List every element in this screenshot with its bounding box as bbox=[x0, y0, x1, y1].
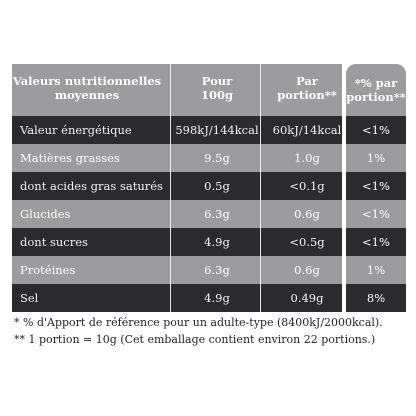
header-per-portion-line2: portion** bbox=[277, 88, 337, 102]
header-per-100g-line1: Pour bbox=[201, 74, 233, 88]
column-divider bbox=[260, 200, 261, 228]
table-row: Valeur énergétique 598kJ/144kcal 60kJ/14kc… bbox=[12, 116, 342, 144]
header-per-100g-line2: 100g bbox=[200, 88, 234, 102]
nutrient-name: Sel bbox=[20, 291, 39, 305]
nutrient-name: dont sucres bbox=[20, 235, 88, 249]
table-row: Protéines 6.3g 0.6g bbox=[12, 256, 342, 284]
value-per-portion: 0.6g bbox=[294, 263, 320, 277]
nutrient-name: dont acides gras saturés bbox=[20, 179, 163, 193]
value-per-100g: 4.9g bbox=[204, 235, 230, 249]
column-divider bbox=[170, 200, 171, 228]
table-row: Glucides 6.3g 0.6g bbox=[12, 200, 342, 228]
value-per-portion: 0.6g bbox=[294, 207, 320, 221]
footnote-portion-size: ** 1 portion = 10g (Cet emballage contie… bbox=[14, 333, 376, 346]
header-per-portion: Par portion** bbox=[264, 74, 350, 102]
value-per-portion: 60kJ/14kcal bbox=[272, 123, 342, 137]
column-divider bbox=[170, 228, 171, 256]
table-row: Sel 4.9g 0.49g bbox=[12, 284, 342, 312]
column-divider bbox=[260, 172, 261, 200]
column-divider bbox=[260, 144, 261, 172]
table-row: dont acides gras saturés 0.5g <0.1g bbox=[12, 172, 342, 200]
table-row: dont sucres 4.9g <0.5g bbox=[12, 228, 342, 256]
value-percentage: <1% bbox=[362, 207, 390, 221]
header-nutrient-line1: Valeurs nutritionnelles bbox=[12, 74, 162, 88]
column-divider bbox=[170, 144, 171, 172]
value-per-100g: 0.5g bbox=[204, 179, 230, 193]
table-row: Matières grasses 9.5g 1.0g bbox=[12, 144, 342, 172]
column-divider bbox=[170, 116, 171, 144]
value-per-100g: 9.5g bbox=[204, 151, 230, 165]
header-per-100g: Pour 100g bbox=[174, 74, 260, 102]
column-divider bbox=[260, 228, 261, 256]
value-per-100g: 6.3g bbox=[204, 207, 230, 221]
header-percentage-line2: portion** bbox=[346, 90, 406, 104]
value-per-100g: 598kJ/144kcal bbox=[175, 123, 259, 137]
value-percentage: <1% bbox=[346, 172, 406, 200]
value-percentage: 1% bbox=[366, 151, 386, 165]
nutrient-name: Protéines bbox=[20, 263, 76, 277]
column-divider bbox=[170, 256, 171, 284]
nutrient-name: Matières grasses bbox=[20, 151, 120, 165]
value-percentage: <1% bbox=[346, 116, 406, 144]
header-per-portion-line1: Par bbox=[296, 74, 318, 88]
value-per-portion: <0.5g bbox=[289, 235, 325, 249]
column-divider bbox=[260, 284, 261, 312]
value-percentage: <1% bbox=[346, 228, 406, 256]
value-per-portion: 0.49g bbox=[290, 291, 324, 305]
header-percentage: *% par portion** bbox=[346, 64, 406, 116]
column-divider bbox=[170, 172, 171, 200]
column-divider bbox=[260, 256, 261, 284]
value-percentage: 8% bbox=[346, 284, 406, 312]
table-header: Valeurs nutritionnelles moyennes Pour 10… bbox=[12, 64, 342, 116]
value-per-100g: 4.9g bbox=[204, 291, 230, 305]
value-per-portion: 1.0g bbox=[294, 151, 320, 165]
header-nutrient-line2: moyennes bbox=[54, 88, 120, 102]
value-percentage: 1% bbox=[366, 263, 386, 277]
value-per-100g: 6.3g bbox=[204, 263, 230, 277]
column-divider bbox=[260, 64, 261, 116]
header-percentage-line1: *% par bbox=[354, 76, 398, 90]
nutrient-name: Glucides bbox=[20, 207, 71, 221]
column-divider bbox=[260, 116, 261, 144]
footnote-reference-intake: * % d'Apport de référence pour un adulte… bbox=[14, 316, 383, 329]
nutrient-name: Valeur énergétique bbox=[20, 123, 132, 137]
column-divider bbox=[170, 284, 171, 312]
column-divider bbox=[170, 64, 171, 116]
value-per-portion: <0.1g bbox=[289, 179, 325, 193]
header-nutrient: Valeurs nutritionnelles moyennes bbox=[12, 74, 162, 102]
